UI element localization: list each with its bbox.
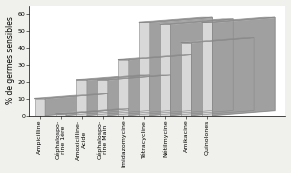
Polygon shape <box>160 19 233 24</box>
Polygon shape <box>35 94 108 99</box>
Polygon shape <box>87 75 150 116</box>
FancyBboxPatch shape <box>181 43 191 116</box>
Polygon shape <box>202 17 275 22</box>
FancyBboxPatch shape <box>56 114 66 116</box>
Polygon shape <box>66 109 129 116</box>
Polygon shape <box>181 38 254 43</box>
Polygon shape <box>139 17 212 22</box>
Polygon shape <box>108 75 171 116</box>
FancyBboxPatch shape <box>202 22 212 116</box>
Polygon shape <box>118 55 191 60</box>
FancyBboxPatch shape <box>118 60 129 116</box>
Polygon shape <box>129 55 191 116</box>
Polygon shape <box>97 75 171 80</box>
Polygon shape <box>77 75 150 80</box>
Y-axis label: % de germes sensibles: % de germes sensibles <box>6 17 15 104</box>
Polygon shape <box>150 17 212 116</box>
Polygon shape <box>56 109 129 114</box>
Polygon shape <box>212 17 275 116</box>
FancyBboxPatch shape <box>77 80 87 116</box>
Polygon shape <box>45 94 108 116</box>
Polygon shape <box>191 38 254 116</box>
FancyBboxPatch shape <box>97 80 108 116</box>
FancyBboxPatch shape <box>35 99 45 116</box>
FancyBboxPatch shape <box>160 24 171 116</box>
FancyBboxPatch shape <box>139 22 150 116</box>
Polygon shape <box>171 19 233 116</box>
